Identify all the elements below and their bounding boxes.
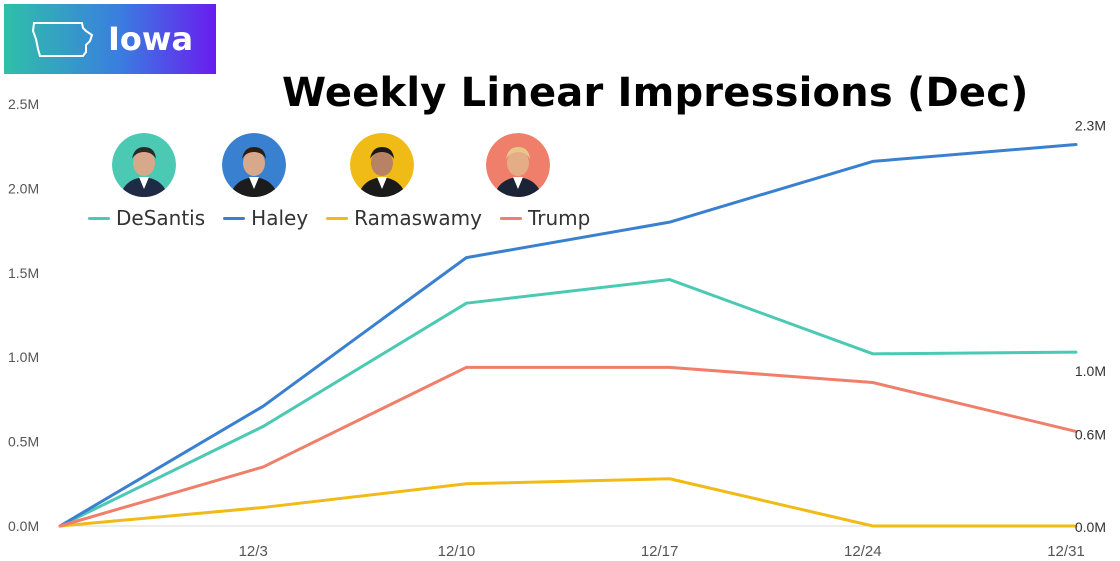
chart-title: Weekly Linear Impressions (Dec)	[282, 70, 1029, 116]
legend-swatch	[499, 216, 522, 220]
x-tick-label: 12/31	[1047, 543, 1085, 560]
legend-swatch	[223, 216, 246, 220]
y-tick-label: 0.0M	[8, 518, 39, 534]
series-line-trump	[58, 365, 1078, 528]
x-tick-label: 12/3	[239, 543, 268, 560]
state-badge: Iowa	[4, 4, 216, 74]
avatar-desantis-icon	[112, 133, 176, 197]
legend-item-desantis: DeSantis	[88, 206, 205, 230]
x-tick-label: 12/17	[641, 543, 679, 560]
legend-item-trump: Trump	[499, 206, 591, 230]
legend-item-ramaswamy: Ramaswamy	[326, 206, 482, 230]
y-tick-label: 1.5M	[8, 265, 39, 281]
end-label-desantis: 1.0M	[1075, 363, 1106, 379]
series-line-desantis	[58, 278, 1078, 528]
y-tick-label: 1.0M	[8, 349, 39, 365]
avatar-trump-icon	[486, 133, 550, 197]
end-label-haley: 2.3M	[1075, 118, 1106, 134]
legend-label: DeSantis	[116, 206, 206, 230]
x-tick-label: 12/10	[438, 543, 476, 560]
legend-label: Trump	[527, 206, 591, 230]
end-label-trump: 0.6M	[1075, 426, 1106, 442]
x-tick-label: 12/24	[844, 543, 882, 560]
legend-item-haley: Haley	[223, 206, 308, 230]
y-tick-label: 2.0M	[8, 180, 39, 196]
avatar-haley-icon	[222, 133, 286, 197]
iowa-outline-icon	[31, 22, 94, 57]
series-line-haley	[58, 143, 1078, 528]
y-tick-label: 2.5M	[8, 96, 39, 112]
legend-swatch	[326, 216, 349, 220]
legend: DeSantis Haley Ramaswamy Trump	[88, 206, 590, 230]
series-line-ramaswamy	[58, 477, 1078, 528]
y-tick-label: 0.5M	[8, 434, 39, 450]
state-label: Iowa	[108, 20, 194, 58]
legend-label: Ramaswamy	[354, 206, 482, 230]
avatar-ramaswamy-icon	[350, 133, 414, 197]
end-label-ramaswamy: 0.0M	[1075, 519, 1106, 535]
legend-swatch	[88, 216, 110, 220]
legend-label: Haley	[251, 206, 309, 230]
